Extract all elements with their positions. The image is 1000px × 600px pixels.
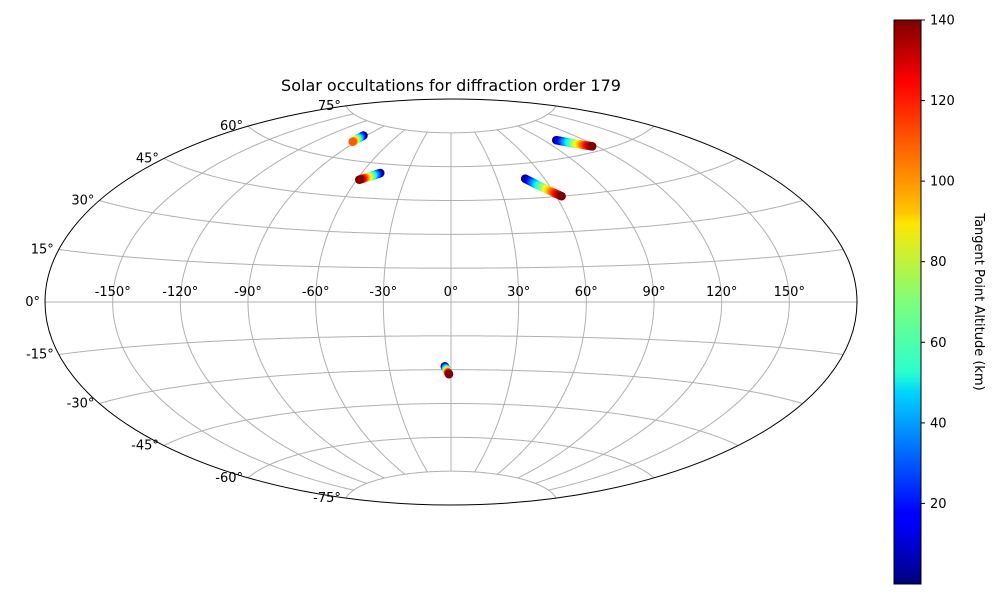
colorbar-label: Tangent Point Altitude (km) bbox=[971, 212, 986, 390]
latitude-tick-label: -60° bbox=[215, 471, 243, 486]
longitude-tick-label: -90° bbox=[234, 285, 262, 300]
occultation-points bbox=[348, 131, 597, 379]
colorbar-tick-label: 80 bbox=[930, 255, 947, 270]
colorbar-ticks: 20 40 60 80 100 120 140 bbox=[921, 14, 955, 512]
grid-meridian bbox=[496, 129, 587, 475]
colorbar-tick-label: 40 bbox=[930, 416, 947, 431]
latitude-tick-label: -15° bbox=[26, 348, 54, 363]
colorbar-tick-label: 100 bbox=[930, 175, 955, 190]
graticule bbox=[45, 105, 857, 499]
grid-meridian bbox=[179, 120, 367, 484]
data-point bbox=[444, 369, 454, 379]
colorbar-tick-label: 20 bbox=[930, 497, 947, 512]
data-point bbox=[587, 141, 597, 151]
colorbar-tick-label: 120 bbox=[930, 94, 955, 109]
latitude-tick-label: 30° bbox=[71, 194, 94, 209]
latitude-tick-labels: 75° 60° 45° 30° 15° 0° -15° -30° -45° -60° -75° bbox=[25, 99, 341, 506]
latitude-tick-label: 75° bbox=[318, 99, 341, 114]
longitude-tick-label: -60° bbox=[302, 285, 330, 300]
latitude-tick-label: -30° bbox=[67, 397, 95, 412]
grid-meridian bbox=[382, 131, 428, 473]
grid-parallel bbox=[345, 470, 557, 499]
longitude-tick-label: 150° bbox=[774, 285, 805, 300]
latitude-tick-label: 0° bbox=[25, 295, 40, 310]
longitude-tick-labels: -150° -120° -90° -60° -30° 0° 30° 60° 90° 120° 150… bbox=[95, 285, 805, 300]
latitude-tick-label: -45° bbox=[131, 439, 159, 454]
longitude-tick-label: 120° bbox=[706, 285, 737, 300]
data-point bbox=[354, 175, 364, 184]
data-point bbox=[557, 191, 566, 201]
colorbar-tick-label: 140 bbox=[930, 14, 955, 29]
longitude-tick-label: 60° bbox=[575, 285, 598, 300]
colorbar bbox=[893, 19, 922, 585]
longitude-tick-label: -120° bbox=[162, 285, 198, 300]
data-point bbox=[348, 137, 358, 147]
grid-meridian bbox=[548, 113, 790, 491]
chart-title: Solar occultations for diffraction order… bbox=[281, 76, 621, 95]
grid-parallel bbox=[345, 105, 557, 134]
longitude-tick-label: 30° bbox=[507, 285, 530, 300]
grid-meridian bbox=[474, 131, 520, 473]
colorbar-tick-label: 60 bbox=[930, 336, 947, 351]
longitude-tick-label: 0° bbox=[444, 285, 459, 300]
map-boundary bbox=[44, 98, 858, 506]
longitude-tick-label: 90° bbox=[642, 285, 665, 300]
grid-meridian bbox=[535, 120, 723, 484]
grid-meridian bbox=[112, 113, 354, 491]
grid-meridian bbox=[247, 125, 385, 479]
latitude-tick-label: 45° bbox=[136, 152, 159, 167]
latitude-tick-label: 15° bbox=[31, 243, 54, 258]
longitude-tick-label: -30° bbox=[369, 285, 397, 300]
latitude-tick-label: -75° bbox=[313, 491, 341, 506]
longitude-tick-label: -150° bbox=[95, 285, 131, 300]
grid-meridian bbox=[517, 125, 655, 479]
grid-meridian bbox=[315, 129, 406, 475]
latitude-tick-label: 60° bbox=[220, 119, 243, 134]
